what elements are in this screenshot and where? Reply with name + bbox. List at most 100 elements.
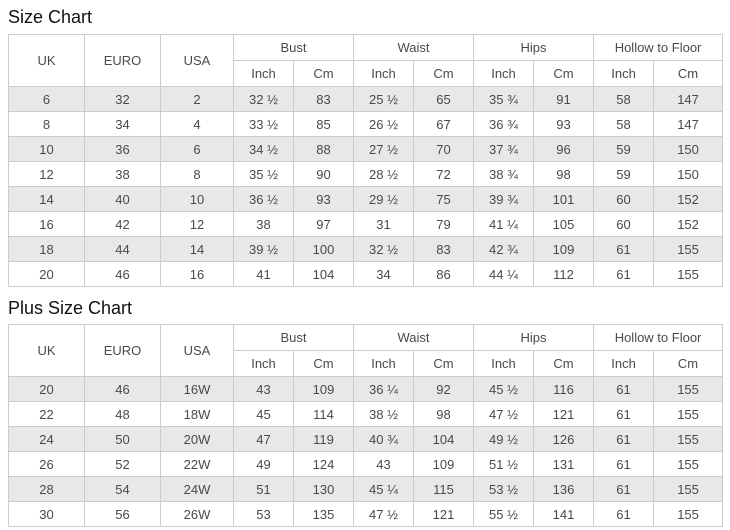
table-cell: 51 ½ (473, 451, 535, 477)
size-chart-header: UK EURO USA Bust Waist Hips Hollow to Fl… (8, 34, 724, 87)
col-header-hips-cm: Cm (533, 350, 595, 377)
col-header-waist-inch: Inch (353, 60, 415, 87)
table-cell: 41 (233, 261, 294, 287)
table-cell: 39 ¾ (473, 186, 535, 212)
table-cell: 147 (653, 111, 724, 137)
table-cell: 155 (653, 476, 724, 502)
plus-size-chart-title: Plus Size Chart (8, 298, 133, 318)
table-cell: 152 (653, 186, 724, 212)
col-header-hollow-inch: Inch (593, 60, 655, 87)
table-cell: 35 ¾ (473, 86, 535, 112)
table-cell: 38 (84, 161, 161, 187)
table-cell: 27 ½ (353, 136, 415, 162)
table-cell: 65 (413, 86, 475, 112)
col-header-euro: EURO (84, 34, 161, 87)
table-cell: 83 (292, 86, 355, 112)
col-group-bust: Bust (232, 324, 355, 351)
table-cell: 93 (533, 111, 595, 137)
table-cell: 61 (593, 501, 655, 527)
table-cell: 20W (160, 426, 234, 452)
table-cell: 14 (8, 186, 85, 212)
table-row: 28 54 24W 51 130 45 ¼ 115 53 ½ 136 61 155 (8, 476, 724, 502)
header-unit-row: Inch Cm Inch Cm Inch Cm Inch Cm (8, 350, 724, 377)
table-cell: 150 (653, 161, 724, 187)
col-header-waist-cm: Cm (413, 60, 475, 87)
table-cell: 34 (84, 111, 161, 137)
table-cell: 155 (653, 376, 724, 402)
table-cell: 58 (593, 111, 655, 137)
table-cell: 31 (353, 211, 415, 237)
table-row: 12 38 8 35 ½ 90 28 ½ 72 38 ¾ 98 59 150 (8, 161, 724, 187)
table-cell: 46 (84, 261, 161, 287)
table-cell: 155 (653, 426, 724, 452)
table-cell: 54 (84, 476, 161, 502)
col-header-hips-inch: Inch (473, 350, 535, 377)
table-cell: 40 ¾ (353, 426, 415, 452)
table-cell: 38 ¾ (473, 161, 535, 187)
table-cell: 14 (160, 236, 234, 262)
table-cell: 52 (84, 451, 161, 477)
table-cell: 8 (160, 161, 234, 187)
table-cell: 115 (413, 476, 475, 502)
table-cell: 59 (593, 136, 655, 162)
table-row: 14 40 10 36 ½ 93 29 ½ 75 39 ¾ 101 60 152 (8, 186, 724, 212)
table-cell: 29 ½ (353, 186, 415, 212)
table-cell: 44 (84, 236, 161, 262)
table-cell: 83 (413, 236, 475, 262)
table-row: 20 46 16 41 104 34 86 44 ¼ 112 61 155 (8, 261, 724, 287)
table-cell: 75 (413, 186, 475, 212)
col-header-waist-cm: Cm (413, 350, 475, 377)
table-cell: 20 (8, 261, 85, 287)
table-row: 22 48 18W 45 114 38 ½ 98 47 ½ 121 61 155 (8, 401, 724, 427)
col-group-hips: Hips (473, 34, 595, 61)
table-cell: 26W (160, 501, 234, 527)
table-cell: 112 (533, 261, 595, 287)
table-cell: 93 (292, 186, 355, 212)
table-cell: 121 (413, 501, 475, 527)
table-cell: 33 ½ (233, 111, 294, 137)
table-cell: 126 (533, 426, 595, 452)
col-header-hollow-cm: Cm (653, 60, 724, 87)
table-cell: 49 (233, 451, 294, 477)
table-cell: 8 (8, 111, 85, 137)
table-cell: 28 (8, 476, 85, 502)
table-cell: 36 ¾ (473, 111, 535, 137)
table-cell: 100 (292, 236, 355, 262)
table-cell: 61 (593, 476, 655, 502)
table-cell: 155 (653, 236, 724, 262)
table-cell: 155 (653, 451, 724, 477)
table-cell: 35 ½ (233, 161, 294, 187)
table-cell: 34 (353, 261, 415, 287)
table-cell: 135 (292, 501, 355, 527)
col-header-bust-cm: Cm (292, 60, 355, 87)
table-cell: 130 (292, 476, 355, 502)
col-header-waist-inch: Inch (353, 350, 415, 377)
table-cell: 2 (160, 86, 234, 112)
table-cell: 98 (413, 401, 475, 427)
table-cell: 50 (84, 426, 161, 452)
table-cell: 28 ½ (353, 161, 415, 187)
col-header-hollow-inch: Inch (593, 350, 655, 377)
table-cell: 67 (413, 111, 475, 137)
table-cell: 136 (533, 476, 595, 502)
table-cell: 61 (593, 426, 655, 452)
table-cell: 48 (84, 401, 161, 427)
table-cell: 24W (160, 476, 234, 502)
col-group-hollow-to-floor: Hollow to Floor (593, 324, 724, 351)
table-cell: 53 ½ (473, 476, 535, 502)
table-cell: 49 ½ (473, 426, 535, 452)
table-row: 8 34 4 33 ½ 85 26 ½ 67 36 ¾ 93 58 147 (8, 111, 724, 137)
col-header-uk: UK (8, 324, 85, 377)
col-group-waist: Waist (353, 324, 475, 351)
col-group-hollow-to-floor: Hollow to Floor (593, 34, 724, 61)
table-row: 24 50 20W 47 119 40 ¾ 104 49 ½ 126 61 155 (8, 426, 724, 452)
plus-size-chart-header: UK EURO USA Bust Waist Hips Hollow to Fl… (8, 324, 724, 377)
table-cell: 20 (8, 376, 85, 402)
table-cell: 18W (160, 401, 234, 427)
table-cell: 16 (8, 211, 85, 237)
table-cell: 37 ¾ (473, 136, 535, 162)
table-cell: 131 (533, 451, 595, 477)
table-cell: 155 (653, 261, 724, 287)
table-cell: 61 (593, 236, 655, 262)
table-cell: 55 ½ (473, 501, 535, 527)
